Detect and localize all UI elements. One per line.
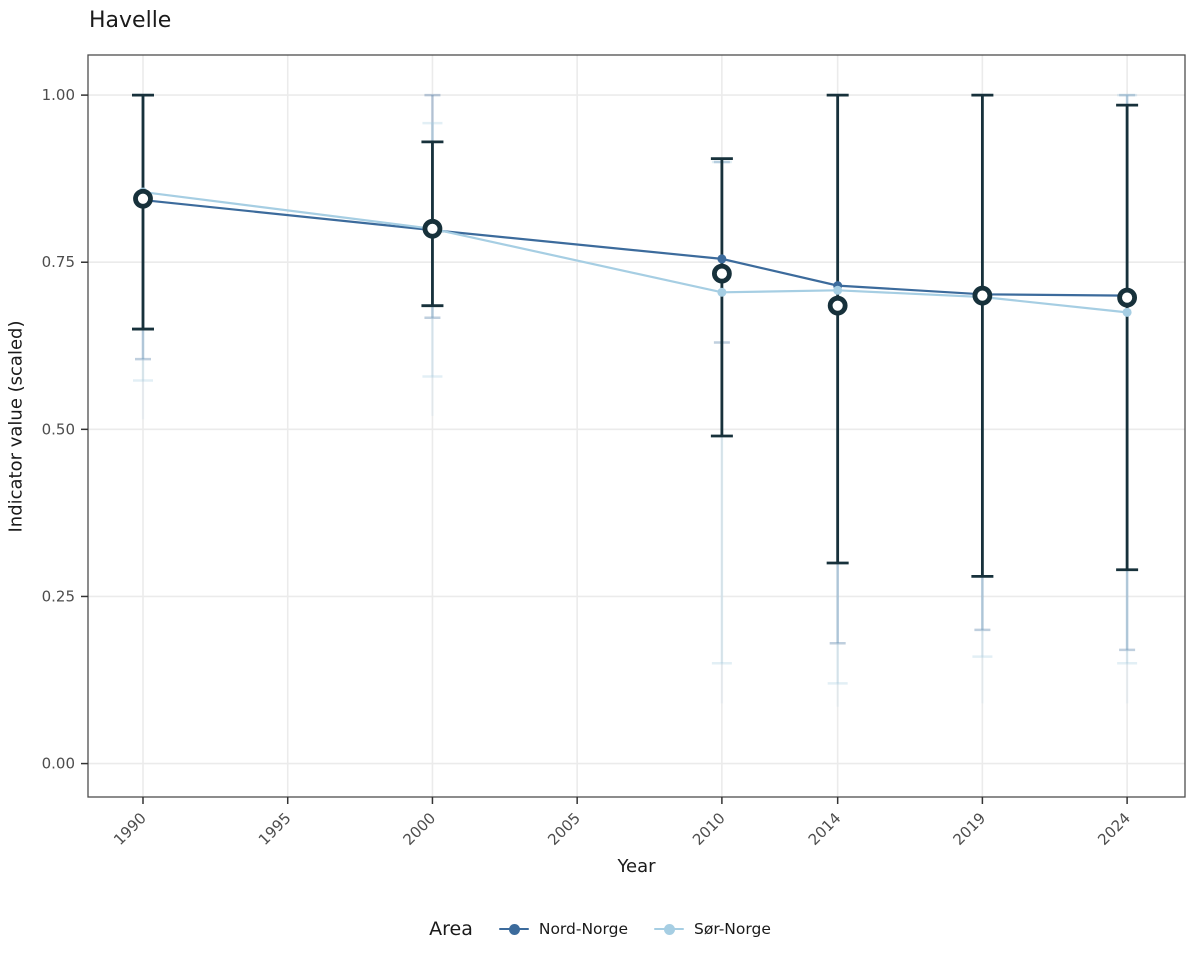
- legend-title: Area: [429, 918, 473, 940]
- y-tick-label: 0.75: [42, 253, 75, 271]
- overall-open-circle: [972, 285, 993, 306]
- line-Nord-Norge: [142, 198, 1128, 297]
- x-tick-label: 1995: [255, 809, 295, 849]
- y-axis-label: Indicator value (scaled): [5, 320, 27, 533]
- legend: Area Nord-Norge Sør-Norge: [0, 918, 1200, 940]
- legend-item-nord-norge: Nord-Norge: [498, 920, 629, 938]
- overall-open-circle: [1117, 287, 1138, 308]
- x-tick-label: 2024: [1094, 809, 1134, 849]
- line-Sør-Norge: [142, 190, 1128, 314]
- legend-key-icon: [654, 922, 685, 936]
- panel-border: [87, 54, 1186, 798]
- legend-key-icon: [498, 922, 529, 936]
- overall-open-circle: [711, 263, 732, 284]
- x-tick-label: 2000: [400, 809, 440, 849]
- overall-open-circle: [422, 218, 443, 239]
- point-Sør-Norge: [717, 287, 727, 297]
- y-tick-label: 0.25: [42, 587, 75, 605]
- x-axis-label: Year: [617, 856, 656, 877]
- overall-open-circle: [133, 188, 153, 209]
- y-tick-label: 0.00: [42, 755, 75, 773]
- y-tick-label: 1.00: [42, 86, 75, 104]
- x-tick-label: 1990: [110, 809, 150, 849]
- y-tick-label: 0.50: [42, 420, 75, 438]
- x-tick-label: 2010: [689, 809, 729, 849]
- point-Sør-Norge: [833, 285, 843, 295]
- legend-label: Nord-Norge: [538, 920, 629, 938]
- x-tick-label: 2005: [544, 809, 584, 849]
- x-tick-label: 2019: [949, 809, 989, 849]
- legend-label: Sør-Norge: [694, 920, 771, 938]
- x-tick-label: 2014: [805, 809, 845, 849]
- point-Nord-Norge: [717, 254, 727, 264]
- legend-item-sør-norge: Sør-Norge: [654, 920, 771, 938]
- chart-title: Havelle: [89, 8, 172, 33]
- overall-open-circle: [827, 295, 848, 316]
- point-Sør-Norge: [1122, 307, 1132, 317]
